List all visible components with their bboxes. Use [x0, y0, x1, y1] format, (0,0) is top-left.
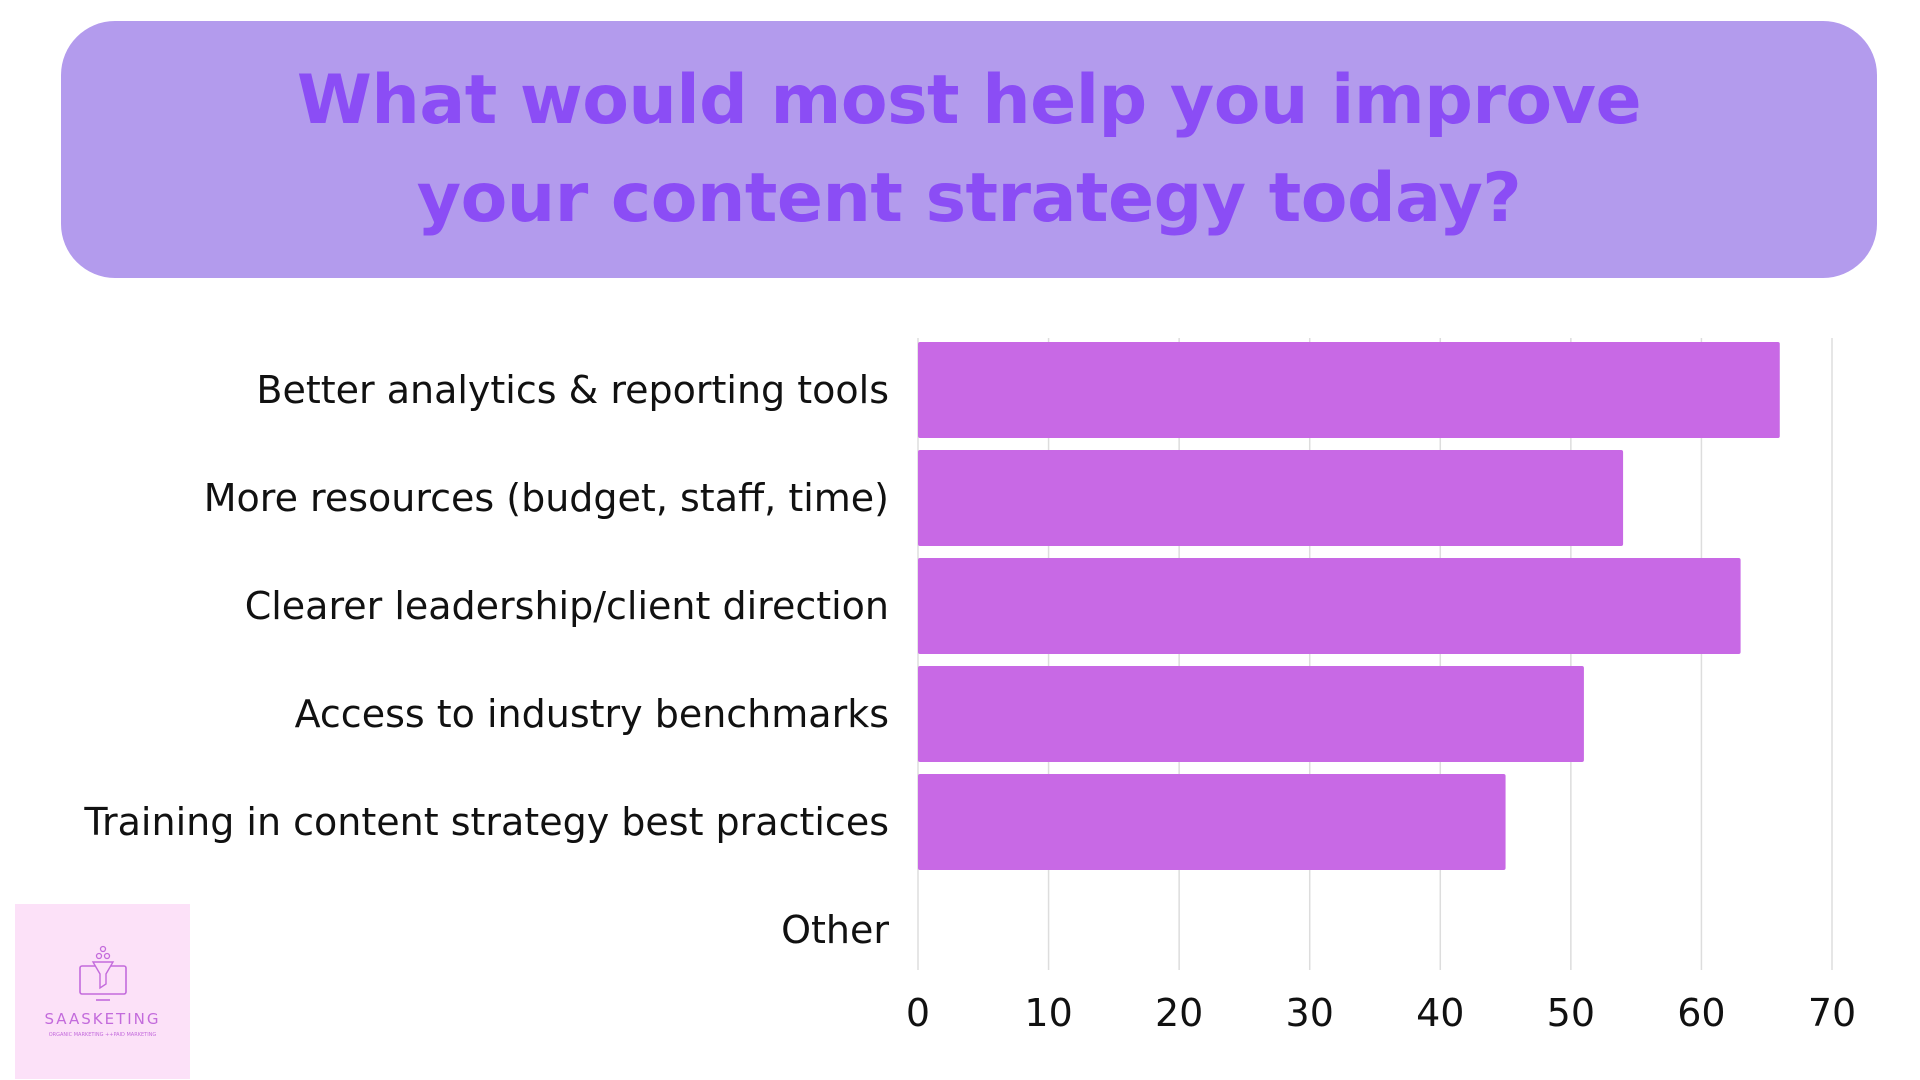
bars — [918, 342, 1780, 870]
x-tick-label: 50 — [1547, 991, 1595, 1035]
bar — [918, 342, 1780, 438]
x-tick-labels: 0 10 20 30 40 50 60 70 — [906, 991, 1856, 1035]
category-label: Other — [781, 908, 889, 952]
logo-name: SAASKETING — [44, 1010, 161, 1028]
x-tick-label: 0 — [906, 991, 930, 1035]
saasketing-logo: SAASKETING ORGANIC MARKETING ++PAID MARK… — [15, 904, 190, 1079]
bar — [918, 558, 1741, 654]
category-label: Access to industry benchmarks — [295, 692, 889, 736]
category-label: Clearer leadership/client direction — [245, 584, 889, 628]
chart-title-line-2: your content strategy today? — [416, 158, 1522, 238]
bar — [918, 450, 1624, 546]
logo-tagline: ORGANIC MARKETING ++PAID MARKETING — [48, 1032, 157, 1038]
computer-funnel-icon — [79, 945, 127, 1001]
category-label: Training in content strategy best practi… — [83, 800, 889, 844]
x-tick-label: 10 — [1024, 991, 1072, 1035]
x-tick-label: 30 — [1286, 991, 1334, 1035]
category-label: Better analytics & reporting tools — [256, 368, 889, 412]
bar — [918, 774, 1506, 870]
category-label: More resources (budget, staff, time) — [204, 476, 889, 520]
chart-title-line-1: What would most help you improve — [296, 60, 1642, 140]
x-tick-label: 40 — [1416, 991, 1464, 1035]
title-banner: What would most help you improve your co… — [61, 21, 1877, 278]
bar-chart: Better analytics & reporting tools More r… — [83, 338, 1856, 1035]
x-tick-label: 60 — [1677, 991, 1725, 1035]
bar — [918, 666, 1584, 762]
x-tick-label: 20 — [1155, 991, 1203, 1035]
category-labels: Better analytics & reporting tools More r… — [83, 368, 889, 952]
x-tick-label: 70 — [1808, 991, 1856, 1035]
